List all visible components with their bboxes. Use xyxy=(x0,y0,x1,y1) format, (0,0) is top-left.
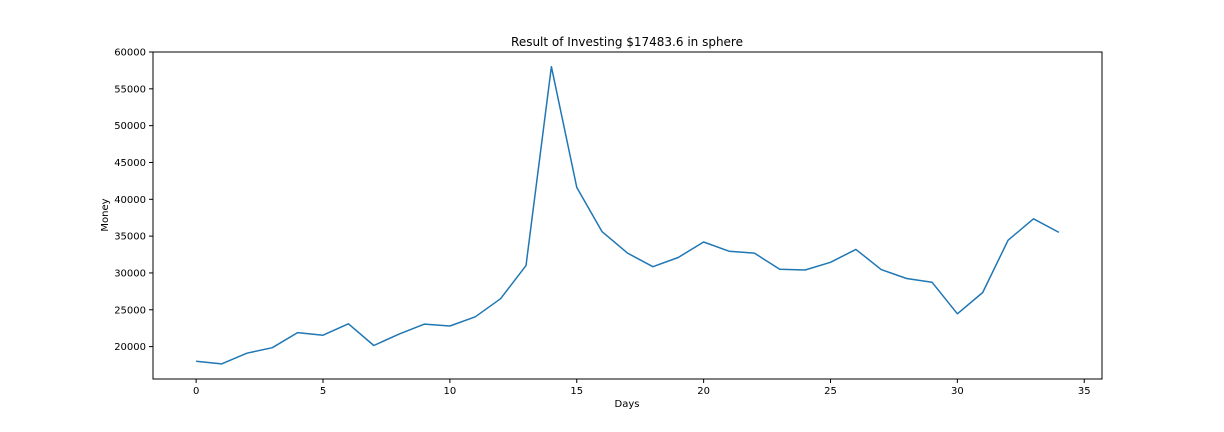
y-tick-label: 45000 xyxy=(114,158,146,169)
plot-area xyxy=(152,51,1103,380)
axes-frame xyxy=(152,51,1103,380)
y-tick-label: 20000 xyxy=(114,342,146,353)
y-tick-label: 60000 xyxy=(114,48,146,59)
x-tick-label: 20 xyxy=(697,386,710,397)
y-tick-label: 30000 xyxy=(114,268,146,279)
y-axis-ticks: 20000 25000 30000 35000 40000 45000 50000 55000… xyxy=(114,48,153,353)
y-tick-label: 50000 xyxy=(114,121,146,132)
y-tick-label: 40000 xyxy=(114,195,146,206)
x-tick-label: 0 xyxy=(193,386,199,397)
x-tick-label: 25 xyxy=(824,386,837,397)
x-tick-label: 5 xyxy=(320,386,326,397)
x-axis-ticks: 0 5 10 15 20 25 30 35 xyxy=(193,379,1091,397)
series-line-0 xyxy=(196,65,1060,365)
x-tick-label: 15 xyxy=(570,386,583,397)
y-tick-label: 35000 xyxy=(114,232,146,243)
chart-title: Result of Investing $17483.6 in sphere xyxy=(511,35,743,49)
x-tick-label: 30 xyxy=(951,386,964,397)
y-axis-label: Money xyxy=(100,198,111,231)
x-axis-label: Days xyxy=(615,399,640,410)
y-tick-label: 55000 xyxy=(114,84,146,95)
x-tick-label: 35 xyxy=(1078,386,1091,397)
y-tick-label: 25000 xyxy=(114,305,146,316)
x-tick-label: 10 xyxy=(444,386,457,397)
